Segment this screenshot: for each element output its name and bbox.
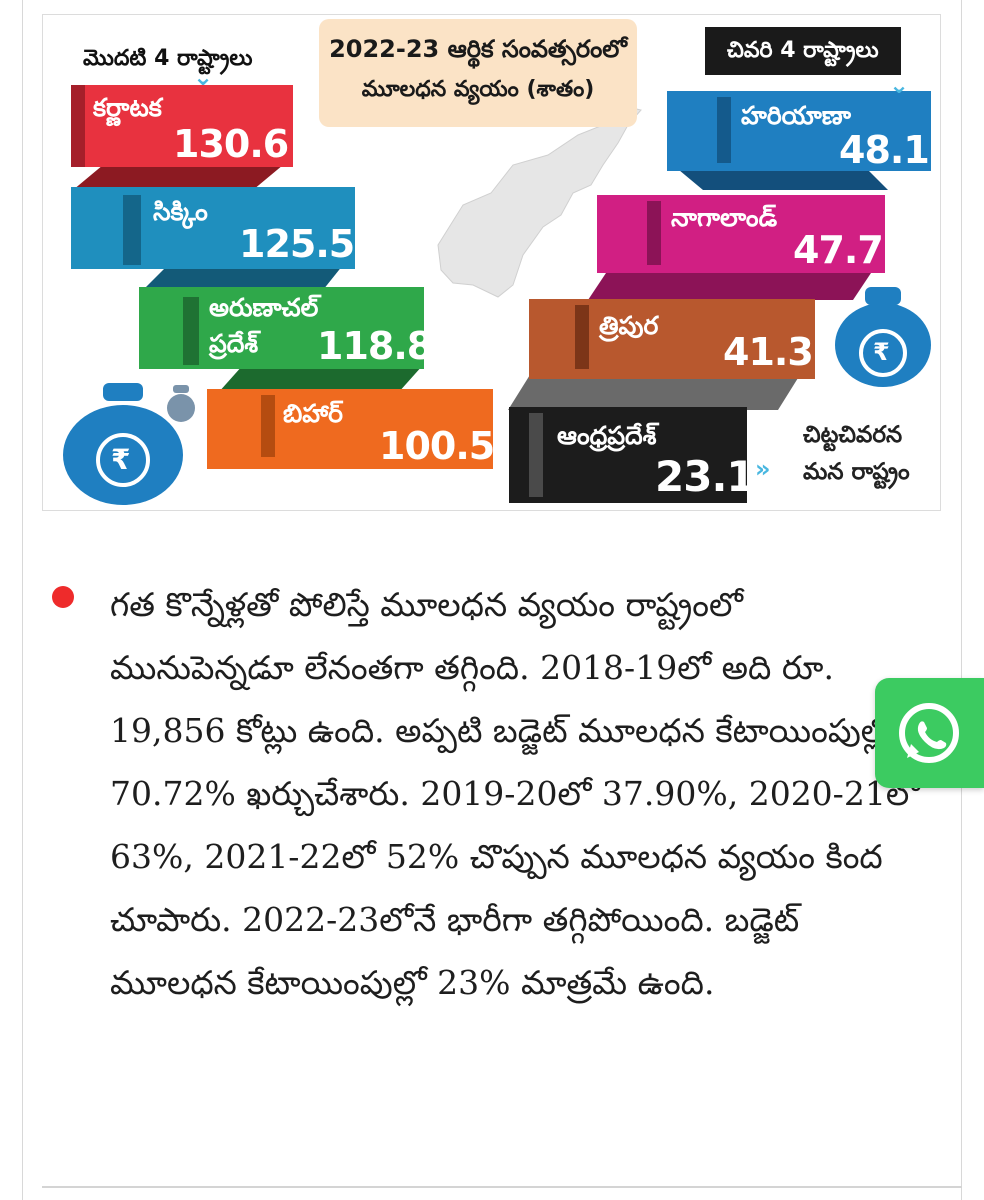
- infographic-shapes: [63, 85, 931, 505]
- note-line-2: మన రాష్ట్రం: [803, 458, 910, 485]
- last-place-note: చిట్టచివరన మన రాష్ట్రం: [803, 417, 910, 491]
- bar-karnataka: [71, 85, 293, 167]
- money-bag-icon-small: [167, 385, 195, 422]
- chevron-right-icon: »: [755, 455, 771, 483]
- top-four-states-label: మొదటి 4 రాష్ట్రాలు: [69, 37, 267, 81]
- state-name-arunachal-line1: అరుణాచల్: [209, 293, 319, 322]
- ribbon-fold-1: [73, 165, 283, 190]
- money-bag-icon-right: [835, 287, 931, 387]
- bar-haryana-fold: [717, 97, 731, 163]
- ribbon-fold-5: [588, 270, 873, 300]
- right-frame-border: [961, 0, 962, 1200]
- chevron-down-icon: ⌄: [193, 63, 214, 91]
- bar-sikkim-fold: [123, 195, 141, 265]
- state-name-karnataka: కర్ణాటక: [93, 93, 162, 122]
- money-bag-icon-left: [63, 383, 183, 505]
- left-frame-border: [22, 0, 23, 1200]
- ribbon-fold-2: [143, 265, 343, 290]
- ribbon-fold-6: [508, 370, 803, 410]
- whatsapp-icon: [899, 703, 959, 763]
- article-paragraph: గత కొన్నేళ్లతో పోలిస్తే మూలధన వ్యయం రాష్…: [110, 585, 920, 1002]
- state-value-bihar: 100.5: [379, 424, 495, 468]
- bar-andhra: [509, 407, 747, 503]
- bar-bihar-fold: [261, 395, 275, 457]
- infographic-title: 2022-23 ఆర్థిక సంవత్సరంలో మూలధన వ్యయం (శ…: [319, 19, 637, 127]
- rupee-symbol-right: ₹: [873, 338, 890, 366]
- chevron-down-icon-right: ⌄: [889, 71, 910, 99]
- ribbon-fold-4: [673, 165, 888, 190]
- bar-sikkim: [71, 187, 355, 269]
- bar-andhra-fold: [529, 413, 543, 497]
- state-name-nagaland: నాగాలాండ్: [671, 203, 778, 232]
- state-value-arunachal: 118.8: [317, 324, 433, 368]
- title-year: 2022-23 ఆర్థిక సంవత్సరంలో: [329, 35, 627, 63]
- state-value-andhra: 23.1: [655, 452, 756, 501]
- state-value-tripura: 41.3: [723, 330, 814, 374]
- state-value-sikkim: 125.5: [239, 222, 355, 266]
- state-name-haryana: హరియాణా: [741, 101, 851, 130]
- state-value-haryana: 48.1: [839, 128, 930, 172]
- note-line-1: చిట్టచివరన: [803, 422, 903, 448]
- andhra-map-shape: [437, 106, 642, 298]
- bar-karnataka-fold: [71, 85, 85, 167]
- bar-nagaland: [597, 195, 885, 273]
- bullet-icon: [52, 586, 74, 608]
- whatsapp-share-button[interactable]: [875, 678, 984, 788]
- state-name-tripura: త్రిపుర: [599, 311, 659, 340]
- divider: [42, 1186, 962, 1188]
- bottom-four-states-label: చివరి 4 రాష్ట్రాలు: [705, 27, 901, 75]
- state-value-karnataka: 130.6: [173, 122, 289, 166]
- state-value-nagaland: 47.7: [793, 228, 884, 272]
- state-name-andhra: ఆంధ్రప్రదేశ్: [557, 421, 657, 450]
- state-name-bihar: బిహార్: [283, 399, 343, 428]
- article-body: గత కొన్నేళ్లతో పోలిస్తే మూలధన వ్యయం రాష్…: [110, 573, 932, 1014]
- state-name-sikkim: సిక్కిం: [153, 197, 208, 226]
- ribbon-fold-3: [218, 365, 423, 393]
- bar-arunachal-fold: [183, 297, 199, 365]
- bar-tripura-fold: [575, 305, 589, 369]
- bar-haryana: [667, 91, 931, 171]
- bar-bihar: [207, 389, 493, 469]
- state-name-arunachal-line2: ప్రదేశ్: [209, 329, 259, 358]
- title-subject: మూలధన వ్యయం (శాతం): [361, 77, 595, 102]
- rupee-symbol-left: ₹: [111, 443, 131, 476]
- capital-expenditure-infographic: మొదటి 4 రాష్ట్రాలు ⌄ 2022-23 ఆర్థిక సంవత…: [42, 14, 941, 511]
- bar-nagaland-fold: [647, 201, 661, 265]
